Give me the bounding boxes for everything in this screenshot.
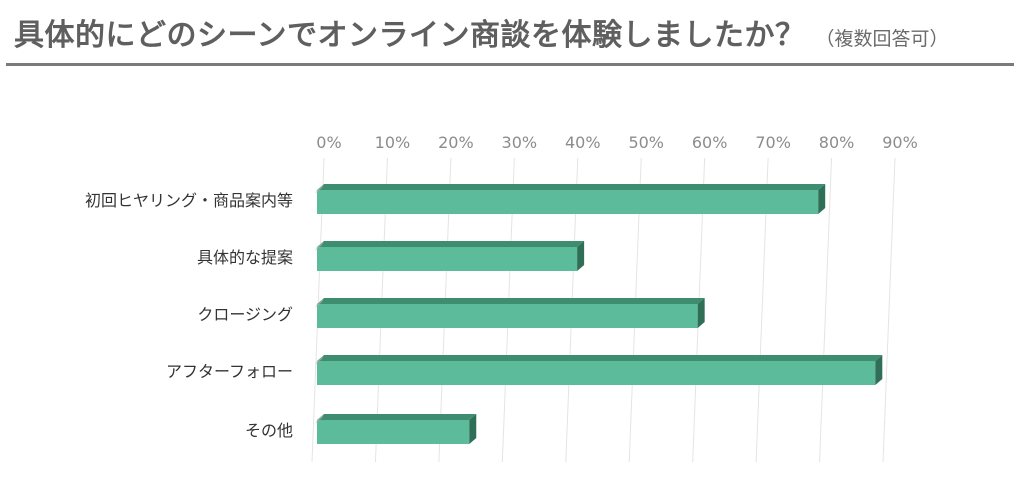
page-title: 具体的にどのシーンでオンライン商談を体験しましたか？ xyxy=(14,18,806,53)
x-tick-label: 90% xyxy=(882,133,918,152)
x-tick-label: 60% xyxy=(692,133,728,152)
bar xyxy=(317,190,819,214)
bar-top-face xyxy=(317,241,585,247)
x-tick-label: 70% xyxy=(755,133,791,152)
gridline xyxy=(819,157,833,463)
bar-top-face xyxy=(317,298,705,304)
category-label: 初回ヒヤリング・商品案内等 xyxy=(85,191,293,210)
bar-top-face xyxy=(317,355,883,361)
bar-top-face xyxy=(317,414,477,420)
page-subtitle: （複数回答可） xyxy=(815,28,949,50)
bar-side-face xyxy=(818,184,826,214)
x-tick-label: 50% xyxy=(628,133,664,152)
bar xyxy=(317,247,578,271)
bar-base-shadow xyxy=(315,355,324,365)
x-tick-label: 30% xyxy=(502,133,538,152)
gridline xyxy=(882,157,896,463)
category-label: クロージング xyxy=(197,305,293,324)
category-label: その他 xyxy=(245,421,293,440)
bar-base-shadow xyxy=(315,298,324,308)
bar xyxy=(317,304,698,328)
bar-base-shadow xyxy=(315,414,324,424)
bar-side-face xyxy=(875,355,883,385)
page-header: 具体的にどのシーンでオンライン商談を体験しましたか？ （複数回答可） xyxy=(14,10,1022,60)
bar-side-face xyxy=(577,241,585,271)
bar xyxy=(317,420,470,444)
bar xyxy=(317,361,876,385)
x-tick-label: 10% xyxy=(375,133,411,152)
x-tick-label: 20% xyxy=(438,133,474,152)
category-label: アフターフォロー xyxy=(166,362,293,381)
bar-base-shadow xyxy=(315,241,324,251)
x-tick-label: 80% xyxy=(819,133,855,152)
x-tick-label: 0% xyxy=(316,133,341,152)
bar-base-shadow xyxy=(315,184,324,194)
title-divider xyxy=(6,63,1014,66)
x-tick-label: 40% xyxy=(565,133,601,152)
bar-side-face xyxy=(469,414,477,444)
bar-side-face xyxy=(697,298,705,328)
bar-top-face xyxy=(317,184,826,190)
category-label: 具体的な提案 xyxy=(197,248,293,267)
